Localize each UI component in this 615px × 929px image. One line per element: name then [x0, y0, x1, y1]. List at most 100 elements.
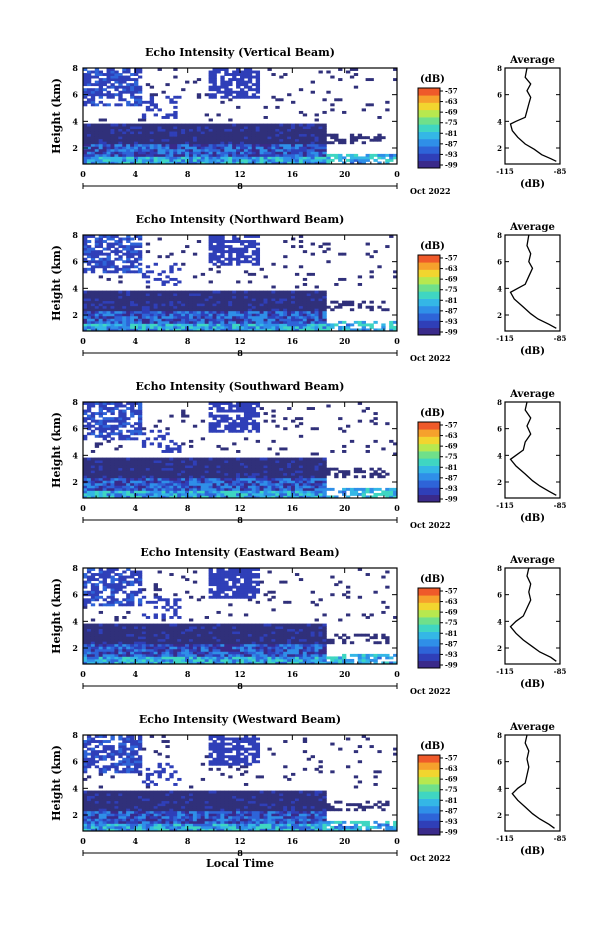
heatmap-cell — [236, 290, 241, 294]
heatmap-cell — [157, 161, 162, 165]
heatmap-cell — [114, 293, 119, 297]
heatmap-cell — [165, 275, 170, 279]
heatmap-cell — [236, 472, 241, 476]
heatmap-cell — [236, 467, 241, 471]
heatmap-cell — [306, 308, 312, 312]
heatmap-cell — [86, 477, 92, 481]
heatmap-cell — [83, 141, 88, 145]
colorbar-tick-label: -99 — [445, 495, 458, 504]
heatmap-cell — [224, 240, 229, 243]
heatmap-cell — [224, 90, 229, 94]
colorbar-swatch — [418, 487, 440, 496]
heatmap-cell — [216, 235, 221, 238]
heatmap-cell — [83, 465, 88, 469]
heatmap-cell — [306, 492, 312, 496]
heatmap-cell — [114, 495, 119, 499]
heatmap-cell — [361, 325, 366, 329]
heatmap-cell — [232, 141, 237, 145]
heatmap-cell — [306, 298, 312, 302]
heatmap-cell — [185, 303, 190, 307]
heatmap-cell — [259, 290, 264, 294]
heatmap-cell — [251, 146, 257, 150]
heatmap-cell — [141, 123, 147, 127]
heatmap-cell — [247, 407, 253, 410]
heatmap-cell — [83, 434, 88, 438]
heatmap-cell — [157, 133, 162, 137]
heatmap-cell — [130, 583, 135, 587]
heatmap-cell — [90, 588, 96, 592]
heatmap-cell — [224, 257, 229, 261]
heatmap-cell — [283, 156, 288, 160]
heatmap-cell — [145, 313, 151, 317]
heatmap-cell — [173, 141, 178, 145]
heatmap-cell — [240, 290, 245, 294]
heatmap-cell — [224, 492, 229, 496]
heatmap-cell — [98, 235, 104, 238]
heatmap-cell — [145, 270, 151, 274]
heatmap-cell — [98, 308, 104, 312]
heatmap-cell — [110, 158, 115, 162]
heatmap-cell — [212, 422, 217, 426]
heatmap-cell — [251, 151, 257, 155]
heatmap-cell — [134, 300, 139, 304]
heatmap-cell — [94, 490, 100, 494]
heatmap-cell — [287, 305, 292, 309]
heatmap-cell — [259, 161, 264, 165]
heatmap-cell — [287, 318, 292, 322]
heatmap-cell — [149, 146, 155, 150]
colorbar-frame — [417, 87, 441, 169]
heatmap-cell — [247, 462, 253, 466]
heatmap-cell — [326, 472, 331, 476]
heatmap-cell — [126, 85, 131, 89]
heatmap-cell — [251, 477, 257, 481]
heatmap-cell — [271, 298, 276, 302]
heatmap-cell — [149, 138, 155, 142]
heatmap-cell — [271, 295, 276, 299]
heatmap-cell — [165, 467, 170, 471]
heatmap-cell — [110, 260, 115, 264]
heatmap-cell — [283, 475, 288, 479]
heatmap-cell — [255, 404, 261, 408]
heatmap-cell — [153, 123, 158, 127]
heatmap-cell — [216, 300, 221, 304]
heatmap-cell — [177, 290, 182, 294]
y-tick-label: 2 — [72, 310, 78, 320]
heatmap-cell — [114, 267, 119, 271]
heatmap-cell — [181, 293, 186, 297]
heatmap-cell — [291, 475, 296, 479]
heatmap-cell — [110, 128, 115, 132]
heatmap-cell — [334, 138, 339, 142]
heatmap-cell — [330, 158, 335, 162]
heatmap-cell — [220, 495, 225, 499]
heatmap-cell — [220, 138, 225, 142]
heatmap-cell — [243, 146, 249, 150]
heatmap-cell — [318, 158, 323, 162]
heatmap-cell — [134, 490, 139, 494]
heatmap-cell — [318, 300, 323, 304]
heatmap-cell — [141, 118, 147, 122]
heatmap-cell — [94, 636, 100, 640]
heatmap-cell — [177, 146, 182, 150]
heatmap-cell — [134, 245, 139, 249]
heatmap-cell — [134, 409, 139, 413]
heatmap-cell — [90, 250, 96, 254]
heatmap-cell — [243, 482, 249, 486]
heatmap-cell — [114, 402, 119, 405]
heatmap-cell — [228, 318, 233, 322]
heatmap-cell — [110, 75, 115, 79]
heatmap-cell — [212, 247, 217, 251]
heatmap-cell — [287, 153, 292, 157]
heatmap-cell — [192, 480, 198, 484]
heatmap-cell — [294, 272, 300, 276]
heatmap-cell — [134, 85, 139, 89]
heatmap-cell — [114, 653, 119, 657]
heatmap-cell — [90, 98, 96, 102]
heatmap-cell — [137, 70, 143, 74]
heatmap-cell — [240, 153, 245, 157]
heatmap-cell — [110, 419, 115, 423]
heatmap-cell — [137, 237, 143, 241]
heatmap-cell — [204, 158, 209, 162]
heatmap-cell — [220, 161, 225, 165]
heatmap-cell — [149, 133, 155, 137]
heatmap-cell — [240, 90, 245, 94]
